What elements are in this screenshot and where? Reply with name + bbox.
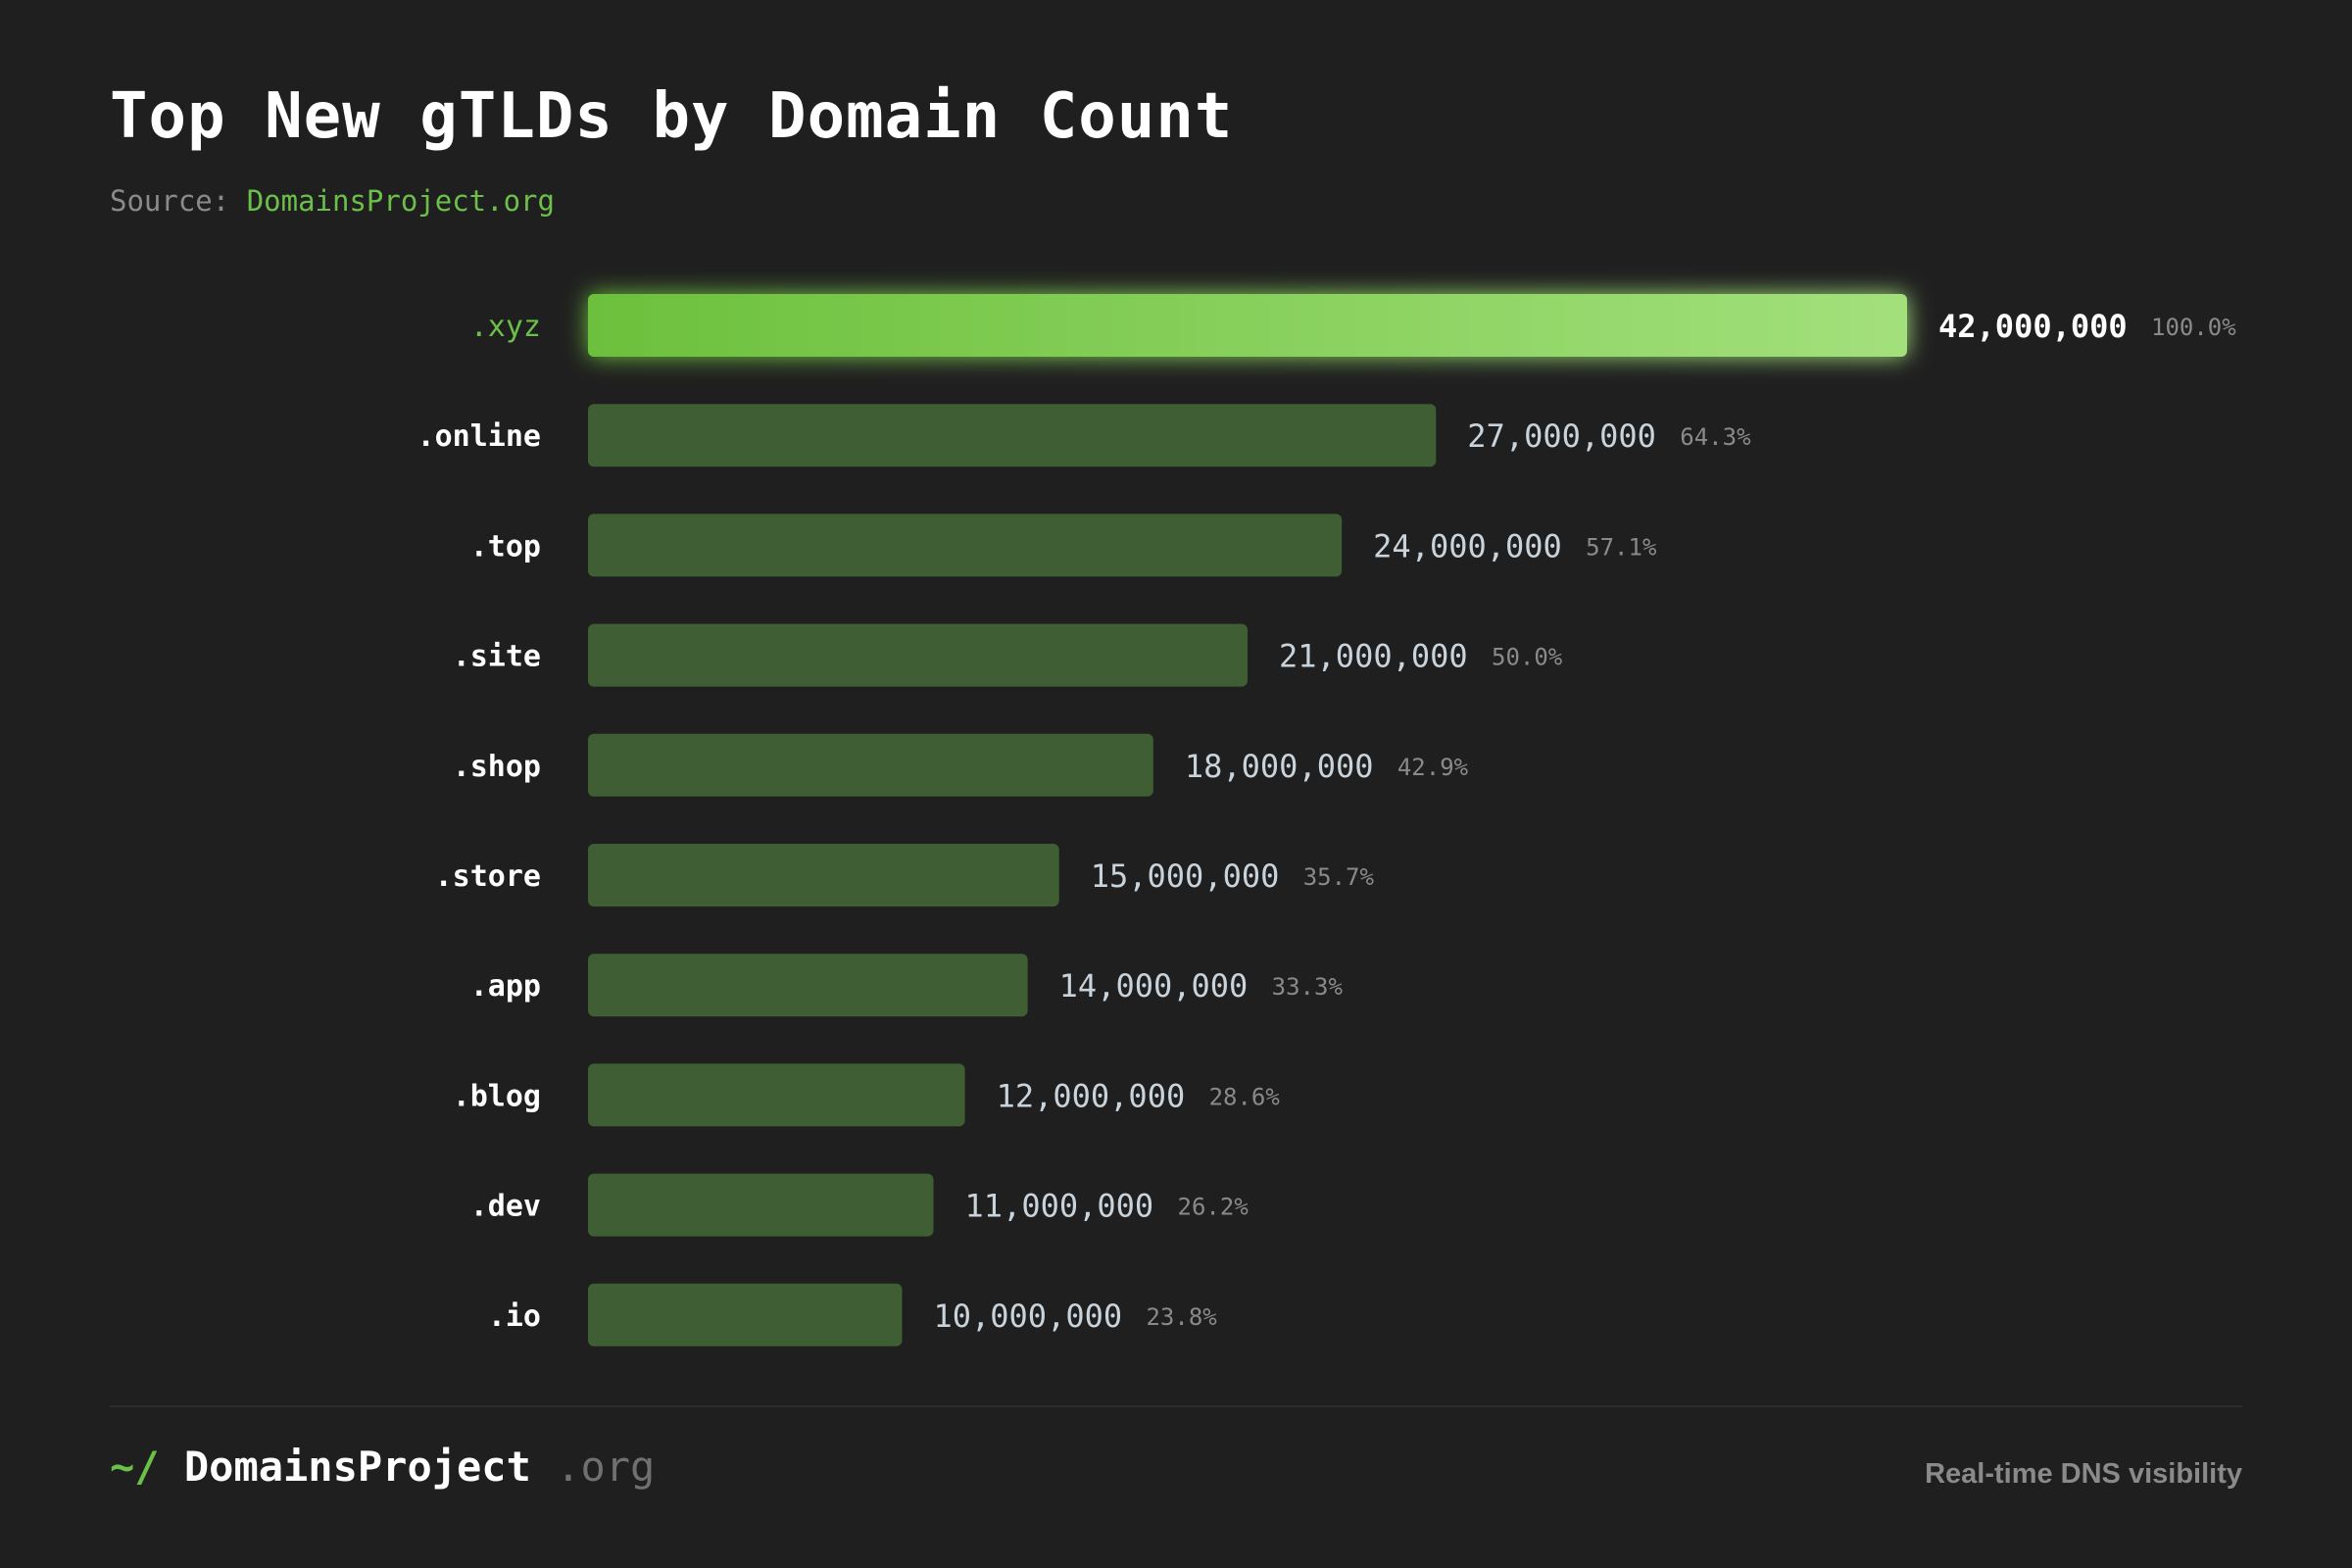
- percent-label: 57.1%: [1586, 533, 1657, 561]
- value-label: 14,000,000: [1059, 967, 1249, 1004]
- value-label: 42,000,000: [1938, 308, 2128, 345]
- category-label: .blog: [453, 1079, 541, 1113]
- bars-layer: .xyz 42,000,000 100.0% .online 27,000,000 64.…: [417, 294, 2236, 1347]
- bar-highlighted[interactable]: [588, 294, 1907, 357]
- category-label: .online: [417, 419, 541, 454]
- bar[interactable]: [588, 733, 1153, 797]
- bar-row: .store 15,000,000 35.7%: [435, 844, 1375, 906]
- percent-label: 64.3%: [1680, 423, 1751, 451]
- percent-label: 28.6%: [1209, 1083, 1281, 1110]
- bar[interactable]: [588, 844, 1059, 906]
- category-label: .dev: [470, 1190, 541, 1224]
- bar-row: .xyz 42,000,000 100.0%: [470, 294, 2236, 357]
- category-label: .app: [470, 969, 541, 1004]
- bar[interactable]: [588, 1283, 903, 1347]
- bar-row: .top 24,000,000 57.1%: [470, 514, 1657, 577]
- bar[interactable]: [588, 514, 1343, 577]
- bar[interactable]: [588, 1173, 934, 1237]
- logo-tld: .org: [556, 1443, 656, 1491]
- bar-chart: .xyz 42,000,000 100.0% .online 27,000,000 64.…: [417, 294, 2236, 1347]
- bar-row: .app 14,000,000 33.3%: [470, 954, 1344, 1017]
- source-label: Source:: [110, 184, 230, 218]
- footer-logo[interactable]: ~/ DomainsProject .org: [110, 1443, 655, 1491]
- bar[interactable]: [588, 404, 1437, 467]
- percent-label: 42.9%: [1397, 754, 1469, 781]
- value-label: 18,000,000: [1185, 748, 1374, 785]
- value-label: 24,000,000: [1373, 527, 1562, 564]
- category-label: .io: [488, 1299, 541, 1334]
- category-label: .shop: [453, 750, 541, 784]
- chart-title: Top New gTLDs by Domain Count: [110, 80, 1234, 153]
- source-link[interactable]: DomainsProject.org: [246, 184, 555, 218]
- bar[interactable]: [588, 954, 1028, 1017]
- value-label: 12,000,000: [997, 1077, 1186, 1114]
- bar-row: .blog 12,000,000 28.6%: [453, 1063, 1281, 1127]
- source-line: Source: DomainsProject.org: [110, 184, 555, 218]
- percent-label: 50.0%: [1492, 644, 1563, 671]
- footer-divider: [110, 1405, 2242, 1407]
- percent-label: 100.0%: [2151, 314, 2236, 341]
- value-label: 11,000,000: [965, 1188, 1154, 1225]
- value-label: 21,000,000: [1279, 638, 1468, 675]
- category-label: .top: [470, 529, 541, 564]
- bar[interactable]: [588, 623, 1248, 687]
- percent-label: 33.3%: [1272, 973, 1344, 1001]
- value-label: 27,000,000: [1467, 417, 1656, 455]
- bar-row: .site 21,000,000 50.0%: [453, 623, 1563, 687]
- bar[interactable]: [588, 1063, 965, 1127]
- category-label: .site: [453, 640, 541, 674]
- percent-label: 35.7%: [1303, 863, 1375, 891]
- logo-name: DomainsProject: [183, 1443, 531, 1491]
- footer-tagline: Real-time DNS visibility: [1925, 1458, 2242, 1490]
- value-label: 15,000,000: [1091, 858, 1280, 895]
- percent-label: 23.8%: [1146, 1303, 1217, 1331]
- logo-mark: ~/: [110, 1443, 160, 1491]
- bar-row: .io 10,000,000 23.8%: [488, 1283, 1217, 1347]
- bar-row: .shop 18,000,000 42.9%: [453, 733, 1469, 797]
- category-label: .store: [435, 859, 541, 894]
- bar-row: .dev 11,000,000 26.2%: [470, 1173, 1250, 1237]
- percent-label: 26.2%: [1178, 1194, 1250, 1221]
- category-label: .xyz: [470, 310, 541, 344]
- bar-row: .online 27,000,000 64.3%: [417, 404, 1751, 467]
- value-label: 10,000,000: [933, 1298, 1122, 1335]
